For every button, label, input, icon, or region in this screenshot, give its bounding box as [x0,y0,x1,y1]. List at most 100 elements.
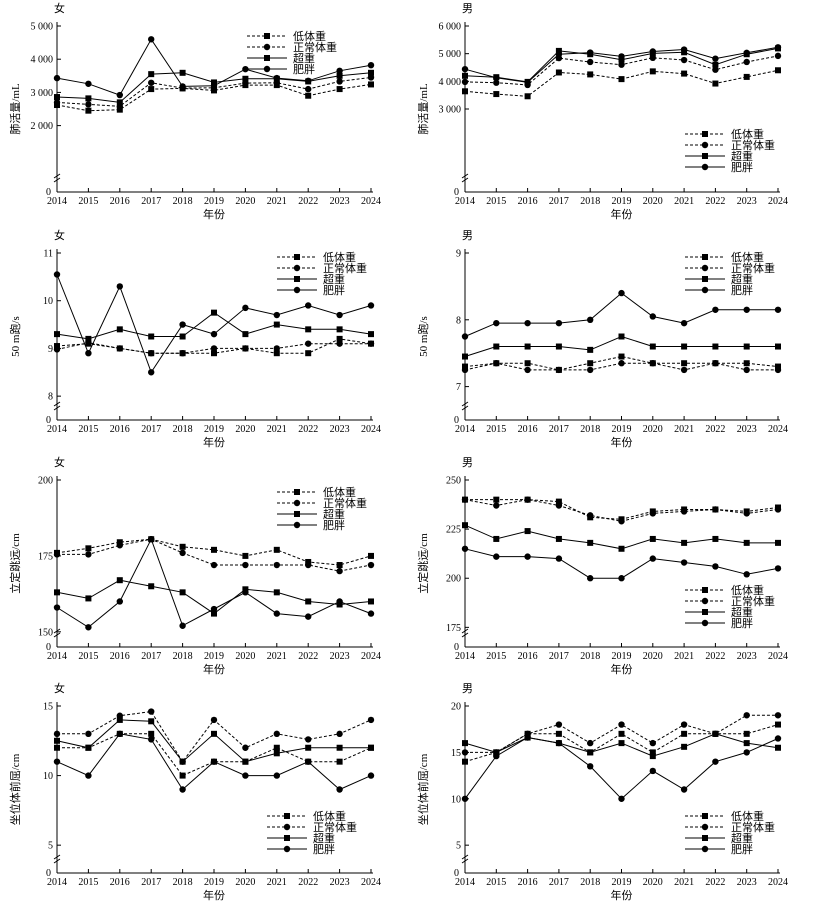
y-origin-label: 0 [46,868,51,879]
data-point [681,70,688,77]
data-point [211,610,217,617]
x-tick-label: 2015 [78,424,98,435]
data-point [273,772,280,779]
x-tick-label: 2023 [737,196,757,207]
data-point [680,366,688,374]
data-point [273,561,280,569]
x-tick-label: 2021 [267,651,287,662]
panel-title: 女 [54,455,65,469]
data-point [368,598,374,605]
data-point [712,306,719,313]
data-point [712,80,719,87]
x-tick-label: 2018 [580,424,600,435]
legend-label: 正常体重 [731,820,775,834]
x-tick-label: 2016 [110,877,130,888]
data-point [462,88,468,95]
data-point [555,343,562,350]
legend-label: 肥胖 [731,843,753,856]
y-tick-label: 11 [43,249,53,260]
data-point [461,496,469,503]
y-tick-label: 5 000 [439,49,462,60]
x-tick-label: 2017 [549,424,569,435]
data-point [712,535,719,542]
data-point [524,79,531,86]
y-axis-label: 50 m跑/s [416,316,430,357]
data-point [85,730,92,738]
data-point [53,551,61,558]
data-point [555,721,563,728]
legend-label: 肥胖 [323,519,345,532]
data-point [368,552,374,559]
data-point [524,553,531,560]
x-tick-label: 2021 [267,424,287,435]
legend-marker [701,845,709,853]
legend-marker [702,276,708,282]
data-point [555,69,562,76]
data-point [85,350,92,357]
x-tick-label: 2021 [674,651,694,662]
legend-label: 超重 [731,605,753,619]
legend-label: 超重 [313,831,335,845]
data-point [179,83,186,90]
legend-marker [701,264,709,272]
data-point [618,76,625,83]
x-tick-label: 2014 [455,651,475,662]
data-point [587,739,594,747]
data-point [367,74,375,81]
data-point [774,565,782,572]
x-tick-label: 2014 [47,196,67,207]
data-point [461,545,469,552]
legend-marker [701,163,709,171]
x-tick-label: 2023 [737,424,757,435]
y-tick-label: 7 [456,382,461,393]
x-tick-label: 2021 [267,196,287,207]
data-point [743,366,750,374]
data-point [210,345,218,352]
data-point [210,716,218,724]
data-point [85,595,92,602]
data-point [680,559,688,566]
data-point [493,752,500,760]
y-tick-label: 4 000 [439,77,462,88]
data-point [273,744,280,751]
data-point [587,58,594,66]
data-point [555,319,563,327]
legend-label: 低体重 [731,583,764,597]
data-point [85,744,92,751]
x-tick-label: 2024 [361,877,381,888]
data-point [85,551,92,558]
x-tick-label: 2014 [455,196,475,207]
y-axis-label: 肺活量/mL [9,83,22,135]
data-point [462,72,468,79]
data-point [462,522,468,529]
data-point [273,546,280,553]
data-point [116,91,124,99]
data-point [524,496,531,503]
legend-marker [283,845,291,853]
data-point [305,77,312,84]
data-point [555,535,562,542]
x-tick-label: 2022 [298,424,318,435]
axis-break-mark [53,401,61,411]
data-point [618,56,625,63]
x-tick-label: 2024 [768,651,788,662]
data-point [712,730,719,737]
x-tick-label: 2019 [612,651,632,662]
data-point [336,758,343,765]
x-tick-label: 2020 [235,196,255,207]
y-tick-label: 5 [456,841,461,852]
data-point [649,767,656,775]
panel-title: 女 [54,228,65,242]
x-tick-label: 2024 [768,424,788,435]
legend-label: 肥胖 [293,63,315,76]
series-line-2 [464,524,778,550]
y-tick-label: 9 [48,344,53,355]
x-tick-label: 2015 [78,196,98,207]
series-line-1 [465,714,778,753]
x-axis-label: 年份 [611,435,633,449]
legend-marker [701,619,709,627]
data-point [305,340,312,347]
y-origin-label: 0 [46,642,51,653]
data-point [493,749,500,756]
data-point [273,311,280,319]
